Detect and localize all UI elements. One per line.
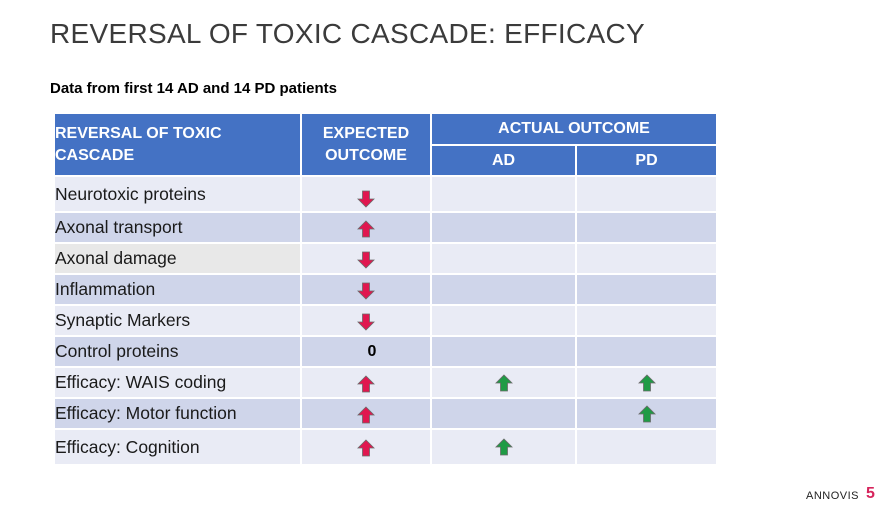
table-row: Efficacy: WAIS coding (53, 366, 719, 399)
cell-expected (300, 273, 432, 306)
cell-expected (300, 397, 432, 430)
header-reversal: REVERSAL OF TOXIC CASCADE (53, 112, 302, 177)
cell-pd (574, 304, 719, 337)
cell-ad (430, 335, 577, 368)
table-row: Inflammation (53, 273, 719, 306)
header-actual-outcome: ACTUAL OUTCOME (429, 112, 719, 146)
cell-ad (430, 397, 577, 430)
arrow-down-red-icon (357, 190, 375, 208)
cell-pd (574, 335, 719, 368)
cell-expected (300, 428, 432, 466)
brand-logo: ANNOVIS (806, 490, 860, 502)
arrow-shape (357, 219, 375, 237)
row-label: Axonal damage (53, 242, 302, 275)
cell-expected: 0 (300, 335, 432, 368)
cell-expected (300, 175, 432, 213)
row-label: Efficacy: WAIS coding (53, 366, 302, 399)
table-row: Efficacy: Motor function (53, 397, 719, 430)
arrow-up-red-icon (357, 439, 375, 457)
row-label: Inflammation (53, 273, 302, 306)
cell-ad (430, 211, 577, 244)
cell-pd (574, 242, 719, 275)
cell-ad (430, 242, 577, 275)
neutral-value: 0 (367, 342, 377, 360)
row-label: Neurotoxic proteins (53, 175, 302, 213)
arrow-shape (357, 190, 375, 208)
slide-title: REVERSAL OF TOXIC CASCADE: EFFICACY (50, 18, 645, 49)
row-label: Axonal transport (53, 211, 302, 244)
arrow-shape (357, 405, 375, 423)
header-pd: PD (574, 144, 719, 177)
cell-expected (300, 366, 432, 399)
cell-pd (574, 211, 719, 244)
arrow-shape (637, 373, 656, 391)
arrow-down-red-icon (357, 251, 375, 269)
cell-ad (430, 273, 577, 306)
arrow-shape (494, 373, 513, 391)
arrow-down-red-icon (357, 282, 375, 300)
cell-expected (300, 304, 432, 337)
arrow-up-red-icon (357, 374, 375, 392)
arrow-shape (357, 439, 375, 457)
table-row: Neurotoxic proteins (53, 175, 719, 213)
arrow-up-green-icon (637, 373, 656, 391)
cell-ad (430, 175, 577, 213)
arrow-shape (357, 374, 375, 392)
row-label: Efficacy: Cognition (53, 428, 302, 466)
arrow-up-red-icon (357, 219, 375, 237)
table-row: Efficacy: Cognition (53, 428, 719, 466)
cell-ad (430, 428, 577, 466)
arrow-up-green-icon (494, 373, 513, 391)
row-label: Control proteins (53, 335, 302, 368)
row-label: Efficacy: Motor function (53, 397, 302, 430)
header-expected-outcome: EXPECTED OUTCOME (300, 112, 432, 177)
table-row: Axonal transport (53, 211, 719, 244)
cell-pd (574, 273, 719, 306)
cell-ad (430, 304, 577, 337)
table-row: Control proteins 0 (53, 335, 719, 368)
slide-subtitle: Data from first 14 AD and 14 PD patients (50, 80, 338, 97)
cell-expected (300, 211, 432, 244)
cell-pd (574, 428, 719, 466)
cell-pd (574, 366, 719, 399)
row-label: Synaptic Markers (53, 304, 302, 337)
cell-expected (300, 242, 432, 275)
arrow-up-green-icon (494, 438, 513, 456)
table-row: Axonal damage (53, 242, 719, 275)
header-ad: AD (430, 144, 577, 177)
arrow-down-red-icon (357, 313, 375, 331)
cell-pd (574, 397, 719, 430)
outcome-table: REVERSAL OF TOXIC CASCADE EXPECTED OUTCO… (53, 112, 719, 466)
arrow-shape (637, 404, 656, 422)
page-number: 5 (866, 485, 875, 502)
arrow-up-red-icon (357, 405, 375, 423)
arrow-shape (357, 282, 375, 300)
cell-ad (430, 366, 577, 399)
arrow-shape (357, 313, 375, 331)
table-body: Neurotoxic proteins Axonal transport Axona… (53, 175, 719, 466)
table-row: Synaptic Markers (53, 304, 719, 337)
cell-pd (574, 175, 719, 213)
arrow-up-green-icon (637, 404, 656, 422)
arrow-shape (494, 438, 513, 456)
arrow-shape (357, 251, 375, 269)
